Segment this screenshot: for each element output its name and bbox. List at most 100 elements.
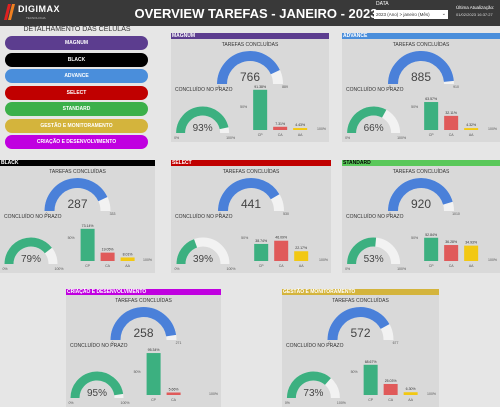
bar-data-label-cp: 63.57%	[425, 97, 437, 101]
legend-title: DETALHAMENTO DAS CÉLULAS	[23, 26, 131, 33]
bar-axis-label: 100%	[209, 392, 218, 396]
bar-axis-label: 100%	[143, 258, 152, 262]
cell-header-bar	[66, 289, 221, 295]
bar-category-aa: AA	[125, 264, 130, 268]
cell-header-bar	[0, 160, 155, 166]
prazo-gauge-max: 100%	[397, 136, 406, 140]
bar-category-ca: CA	[279, 264, 285, 268]
bar-aa[interactable]	[464, 245, 479, 261]
cell-title: GESTÃO E MONITORAMENTO	[283, 289, 356, 295]
concluido-no-prazo-title: CONCLUÍDO NO PRAZO	[175, 86, 233, 93]
bar-data-label-ca: 7.31%	[275, 122, 285, 126]
bar-category-cp: CP	[368, 398, 374, 402]
cell-panel-black: BLACK TAREFAS CONCLUÍDAS 287 0 333 CONCLUÍDO …	[0, 160, 155, 273]
legend-item-gest-o-e-monitoramento[interactable]: GESTÃO E MONITORAMENTO	[5, 118, 148, 133]
prazo-value: 53%	[364, 254, 384, 265]
bar-cp[interactable]	[363, 364, 378, 395]
tarefas-gauge-max: 677	[393, 341, 399, 345]
bar-category-cp: CP	[151, 398, 157, 402]
bar-ca[interactable]	[166, 392, 181, 395]
bar-ca[interactable]	[274, 240, 289, 261]
prazo-value: 66%	[364, 123, 384, 134]
tarefas-gauge-min: 0	[218, 85, 220, 89]
bar-category-ca: CA	[449, 133, 455, 137]
bar-data-label-aa: 4.43%	[295, 123, 305, 127]
prazo-gauge-fill	[176, 239, 198, 265]
bar-cp[interactable]	[146, 353, 161, 395]
tarefas-gauge-fill	[388, 178, 453, 212]
bar-axis-label: 50%	[411, 236, 418, 240]
tarefas-gauge-fill	[217, 51, 280, 85]
tarefas-gauge-fill	[110, 307, 177, 341]
date-filter-select[interactable]: 2023 (Ano) > janeiro (Mês) ⌄	[374, 10, 448, 19]
bar-data-label-cp: 73.14%	[82, 224, 94, 228]
bar-aa[interactable]	[403, 392, 418, 395]
bar-aa[interactable]	[293, 128, 308, 130]
bar-category-aa: AA	[299, 264, 304, 268]
tarefas-value: 920	[411, 197, 431, 211]
bar-ca[interactable]	[383, 383, 398, 395]
tarefas-value: 885	[411, 70, 431, 84]
legend-item-standard[interactable]: STANDARD	[5, 102, 148, 116]
tarefas-gauge-max: 910	[453, 85, 459, 89]
cell-charts: TAREFAS CONCLUÍDAS 572 0 677 CONCLUÍDO NO PR…	[285, 297, 436, 405]
bar-cp[interactable]	[424, 237, 439, 261]
bar-data-label-cp: 52.84%	[425, 233, 437, 237]
cell-charts: TAREFAS CONCLUÍDAS 920 0 1010 CONCLUÍDO NO P…	[345, 168, 497, 271]
bar-category-ca: CA	[278, 133, 284, 137]
bar-axis-label: 100%	[317, 127, 326, 131]
legend-item-magnum[interactable]: MAGNUM	[5, 36, 148, 50]
prazo-gauge-max: 100%	[55, 267, 64, 271]
tarefas-gauge-min: 0	[46, 212, 48, 216]
prazo-gauge-fill	[347, 106, 387, 134]
prazo-gauge-max: 100%	[337, 401, 346, 405]
bar-ca[interactable]	[444, 115, 459, 130]
bar-category-ca: CA	[449, 264, 455, 268]
bar-cp[interactable]	[80, 228, 95, 261]
bar-category-ca: CA	[105, 264, 111, 268]
bar-ca[interactable]	[273, 126, 288, 130]
bar-data-label-aa: 22.17%	[295, 246, 307, 250]
prazo-value: 39%	[193, 254, 213, 265]
bar-ca[interactable]	[444, 245, 459, 261]
bar-axis-label: 50%	[351, 370, 358, 374]
page-title: OVERVIEW TAREFAS - JANEIRO - 2023	[134, 6, 378, 21]
cell-title: STANDARD	[343, 160, 371, 166]
legend-item-black[interactable]: BLACK	[5, 52, 148, 67]
concluido-no-prazo-title: CONCLUÍDO NO PRAZO	[175, 213, 233, 220]
prazo-gauge-min: 0%	[285, 401, 290, 405]
bar-cp[interactable]	[254, 243, 269, 261]
bar-cp[interactable]	[253, 89, 268, 130]
tarefas-gauge-max: 271	[176, 341, 182, 345]
prazo-gauge-min: 0%	[174, 267, 179, 271]
prazo-gauge-max: 100%	[397, 267, 406, 271]
legend-item-cria-o-e-desenvolvimento[interactable]: CRIAÇÃO E DESENVOLVIMENTO	[5, 135, 148, 149]
legend-item-advance[interactable]: ADVANCE	[5, 69, 148, 83]
cell-header-bar	[171, 33, 329, 39]
prazo-gauge-min: 0%	[68, 401, 73, 405]
bar-aa[interactable]	[294, 251, 309, 261]
prazo-value: 95%	[87, 388, 107, 399]
bar-aa[interactable]	[464, 128, 479, 130]
cell-charts: TAREFAS CONCLUÍDAS 885 0 910 CONCLUÍDO NO PR…	[345, 41, 497, 140]
tarefas-concluidas-title: TAREFAS CONCLUÍDAS	[223, 168, 280, 175]
legend-item-select[interactable]: SELECT	[5, 85, 148, 100]
bar-aa[interactable]	[120, 257, 135, 261]
cell-title: ADVANCE	[343, 33, 368, 39]
prazo-gauge-fill	[176, 106, 229, 134]
bar-data-label-aa: 4.32%	[466, 123, 476, 127]
cell-panel-criacao-e-desenvolvimento: CRIAÇÃO E DESENVOLVIMENTO TAREFAS CONCLUÍ…	[66, 289, 221, 407]
bar-ca[interactable]	[100, 252, 115, 261]
cell-title: BLACK	[1, 160, 19, 166]
cell-panel-select: SELECT TAREFAS CONCLUÍDAS 441 0 530 CONCLUÍDO…	[171, 160, 331, 273]
prazo-gauge-fill	[4, 237, 52, 265]
bar-axis-label: 100%	[488, 258, 497, 262]
digimax-logo: DIGIMAX TECNOLOGIA	[4, 2, 64, 24]
bar-axis-label: 100%	[427, 392, 436, 396]
concluido-no-prazo-title: CONCLUÍDO NO PRAZO	[286, 342, 344, 349]
cell-header-bar	[282, 289, 439, 295]
bar-data-label-cp: 95.34%	[148, 348, 160, 352]
tarefas-gauge-max: 333	[110, 212, 116, 216]
bar-cp[interactable]	[424, 102, 439, 130]
tarefas-value: 572	[350, 326, 370, 340]
